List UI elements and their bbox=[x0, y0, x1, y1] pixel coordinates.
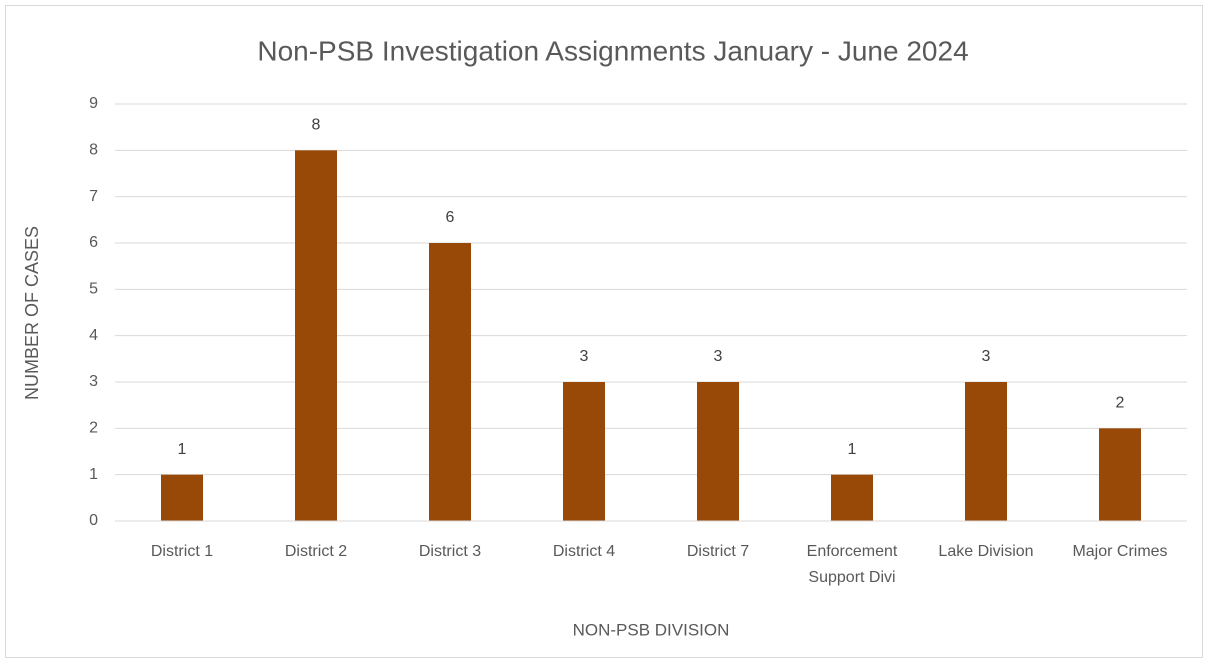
x-tick-label: District 1 bbox=[150, 543, 214, 560]
y-tick-label: 7 bbox=[89, 188, 98, 205]
data-label: 3 bbox=[982, 348, 991, 365]
bar bbox=[697, 382, 739, 521]
bar bbox=[161, 474, 203, 521]
data-label: 8 bbox=[312, 117, 321, 134]
y-axis-label: NUMBER OF CASES bbox=[22, 226, 42, 400]
x-axis-label: NON-PSB DIVISION bbox=[573, 620, 730, 639]
bar bbox=[965, 382, 1007, 521]
y-tick-label: 3 bbox=[89, 373, 98, 390]
data-label: 1 bbox=[178, 441, 187, 458]
bar bbox=[831, 474, 873, 521]
x-tick-label: Major Crimes bbox=[1072, 543, 1168, 560]
x-tick-label: District 3 bbox=[418, 543, 482, 560]
chart-border bbox=[5, 5, 1203, 658]
data-label: 6 bbox=[446, 209, 455, 226]
y-tick-label: 8 bbox=[89, 142, 98, 159]
y-tick-label: 9 bbox=[89, 95, 98, 112]
y-tick-label: 0 bbox=[89, 512, 98, 529]
y-tick-label: 5 bbox=[89, 281, 98, 298]
data-label: 2 bbox=[1116, 395, 1125, 412]
y-tick-label: 2 bbox=[89, 420, 98, 437]
y-tick-label: 6 bbox=[89, 234, 98, 251]
bar bbox=[295, 150, 337, 522]
chart-title: Non-PSB Investigation Assignments Januar… bbox=[257, 35, 968, 66]
bar bbox=[429, 243, 471, 521]
x-tick-label: District 4 bbox=[552, 543, 616, 560]
x-tick-label: District 7 bbox=[686, 543, 750, 560]
y-tick-label: 1 bbox=[89, 466, 98, 483]
bar bbox=[563, 382, 605, 521]
x-tick-label: District 2 bbox=[284, 543, 348, 560]
x-tick-label: Enforcement Support Divi bbox=[806, 543, 898, 586]
bar bbox=[1099, 428, 1141, 521]
data-label: 3 bbox=[580, 348, 589, 365]
data-label: 3 bbox=[714, 348, 723, 365]
y-tick-label: 4 bbox=[89, 327, 98, 344]
x-tick-label: Lake Division bbox=[938, 543, 1034, 560]
data-label: 1 bbox=[848, 441, 857, 458]
